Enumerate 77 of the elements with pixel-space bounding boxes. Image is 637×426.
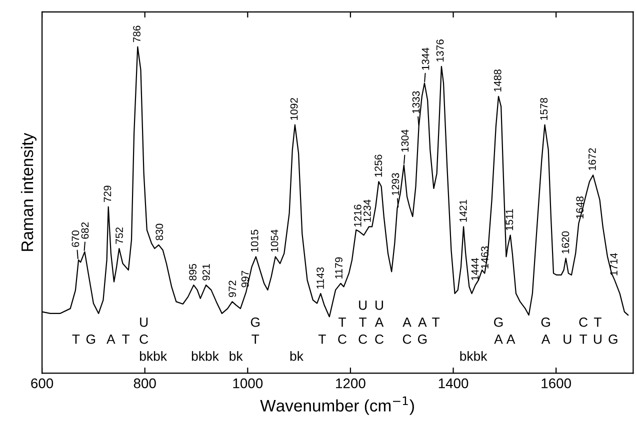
x-tick-label: 1600 bbox=[542, 378, 571, 388]
annotation: T bbox=[252, 334, 260, 344]
annotation: G bbox=[86, 334, 96, 344]
annotation: A bbox=[506, 334, 516, 344]
annotation: 1304 bbox=[401, 130, 409, 152]
x-tick-label: 800 bbox=[134, 378, 156, 388]
annotation: 1015 bbox=[250, 230, 258, 252]
annotation: 1511 bbox=[506, 209, 514, 230]
x-tick-label: 1000 bbox=[233, 378, 263, 388]
annotation: 1179 bbox=[335, 257, 342, 278]
annotation: 786 bbox=[133, 26, 140, 42]
annotation: 729 bbox=[104, 186, 112, 202]
y-axis-title: Raman intensity bbox=[20, 132, 36, 251]
annotation: T bbox=[580, 334, 588, 344]
annotation: U bbox=[564, 334, 572, 344]
annotation: 1344 bbox=[422, 48, 430, 70]
annotation: 1293 bbox=[392, 173, 400, 196]
annotation: 972 bbox=[228, 280, 236, 298]
annotation: C bbox=[402, 334, 412, 344]
annotation: bk bbox=[230, 351, 243, 361]
annotation: U bbox=[594, 334, 602, 344]
x-tick-label: 1400 bbox=[438, 378, 468, 388]
annotation: T bbox=[318, 334, 326, 344]
annotation: 830 bbox=[156, 224, 164, 240]
annotation: 1333 bbox=[412, 91, 420, 114]
annotation: 1256 bbox=[374, 154, 382, 177]
annotation: bk bbox=[290, 351, 304, 361]
annotation: G bbox=[418, 334, 427, 344]
annotation: C bbox=[375, 334, 384, 344]
annotation: 1234 bbox=[363, 200, 371, 222]
annotation: 1578 bbox=[540, 98, 548, 120]
annotation: 1054 bbox=[270, 230, 278, 252]
annotation: A bbox=[418, 318, 427, 327]
annotation: A bbox=[541, 334, 550, 344]
annotation: 1444 bbox=[471, 258, 479, 280]
annotation: G bbox=[608, 334, 618, 344]
x-tick-label: 600 bbox=[31, 378, 54, 388]
annotation: G bbox=[541, 318, 550, 327]
annotation: 1216 bbox=[354, 204, 362, 227]
annotation: 1143 bbox=[316, 267, 324, 289]
annotation: A bbox=[106, 334, 116, 344]
annotation: G bbox=[494, 318, 503, 327]
annotation: 1620 bbox=[562, 231, 570, 254]
annotation: 682 bbox=[81, 222, 89, 239]
annotation: bkbk bbox=[192, 351, 219, 361]
annotation: 1421 bbox=[459, 200, 467, 222]
annotation: 1648 bbox=[576, 196, 584, 218]
annotation: T bbox=[594, 318, 602, 327]
annotation: C bbox=[140, 334, 148, 344]
annotation: C bbox=[579, 318, 588, 327]
annotation: A bbox=[402, 318, 412, 327]
annotation: T bbox=[122, 334, 130, 344]
annotation: G bbox=[250, 318, 260, 327]
x-tick-label: 1200 bbox=[336, 378, 366, 388]
annotation: 1672 bbox=[588, 148, 596, 170]
annotation: 997 bbox=[241, 270, 249, 288]
annotation: 1376 bbox=[436, 40, 444, 62]
annotation: 921 bbox=[202, 264, 210, 280]
annotation: T bbox=[338, 318, 346, 327]
annotation: C bbox=[358, 334, 368, 344]
annotation: T bbox=[359, 318, 367, 327]
annotation: U bbox=[359, 300, 367, 310]
annotation: A bbox=[374, 318, 384, 327]
annotation: bkbk bbox=[460, 351, 488, 361]
annotation: 1092 bbox=[290, 98, 298, 120]
annotation: bkbk bbox=[140, 351, 168, 361]
annotation: U bbox=[376, 300, 383, 310]
annotation: T bbox=[432, 318, 440, 327]
annotation: 670 bbox=[72, 230, 80, 247]
annotation: T bbox=[72, 334, 80, 344]
annotation: 1488 bbox=[494, 70, 502, 92]
x-axis-title: Wavenumber (cm$^{−1}$) bbox=[260, 396, 414, 415]
annotation: 752 bbox=[116, 227, 123, 244]
annotation: C bbox=[338, 334, 346, 344]
annotation: A bbox=[494, 334, 503, 344]
annotation: 895 bbox=[189, 264, 196, 280]
annotation: U bbox=[140, 318, 148, 327]
